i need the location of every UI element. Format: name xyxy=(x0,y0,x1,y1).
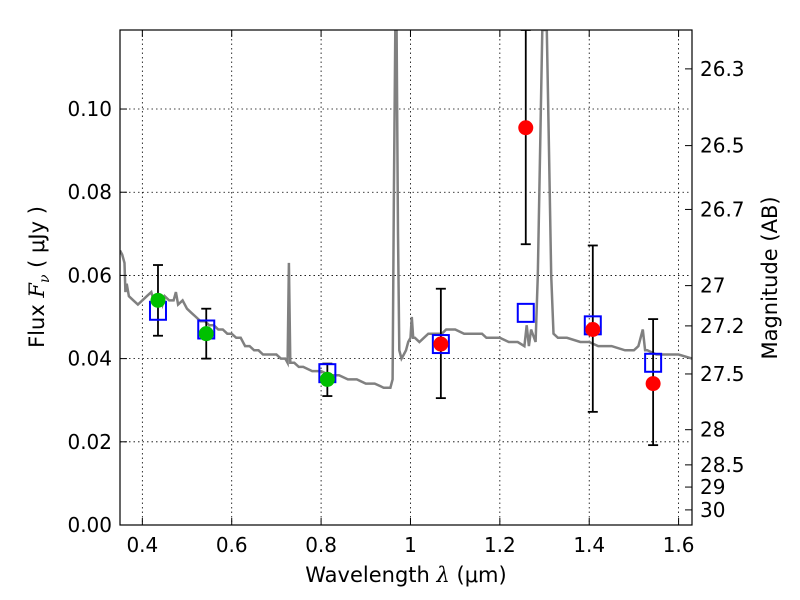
y-tick-label: 0.06 xyxy=(67,263,112,287)
x-tick-label: 0.4 xyxy=(126,533,158,557)
plot-area xyxy=(120,30,692,447)
y2-axis-label: Magnitude (AB) xyxy=(758,196,782,359)
y-tick-label: 0.08 xyxy=(67,180,112,204)
y2-tick-label: 27.2 xyxy=(700,314,745,338)
x-tick-label: 1.6 xyxy=(663,533,695,557)
x-axis-label: Wavelength λ (μm) xyxy=(305,563,506,587)
y2-tick-label: 26.3 xyxy=(700,57,745,81)
axis-ticks: 0.4 0.6 0.8 1 1.2 1.4 1.6 0.00 0.02 0.04 0.06 0.08 0… xyxy=(67,30,745,557)
model-square xyxy=(516,302,535,323)
x-tick-label: 0.6 xyxy=(216,533,248,557)
y2-tick-label: 26.5 xyxy=(700,134,745,158)
y-tick-label: 0.10 xyxy=(67,97,112,121)
data-point xyxy=(150,292,166,308)
y-tick-label: 0.04 xyxy=(67,347,112,371)
plot-frame xyxy=(119,29,693,526)
x-tick-label: 0.8 xyxy=(305,533,337,557)
y-axis-label: Flux Fν ( μJy ) xyxy=(25,206,53,348)
y2-tick-label: 27.5 xyxy=(700,362,745,386)
y2-tick-label: 30 xyxy=(700,498,725,522)
data-point xyxy=(645,376,661,392)
model-square xyxy=(644,352,663,373)
x-tick-label: 1 xyxy=(404,533,417,557)
x-tick-label: 1.2 xyxy=(484,533,516,557)
data-point xyxy=(518,120,534,136)
model-square xyxy=(431,334,450,355)
y2-tick-label: 27 xyxy=(700,274,725,298)
y-tick-label: 0.02 xyxy=(67,430,112,454)
y2-tick-label: 26.7 xyxy=(700,197,745,221)
template-spectrum-line xyxy=(120,30,692,389)
x-tick-label: 1.4 xyxy=(573,533,605,557)
y-tick-label: 0.00 xyxy=(67,513,112,537)
y2-tick-label: 29 xyxy=(700,475,725,499)
y2-tick-label: 28.5 xyxy=(700,453,745,477)
data-point xyxy=(319,371,335,387)
model-squares xyxy=(148,300,663,384)
observed-points xyxy=(150,120,661,392)
data-point xyxy=(585,321,601,337)
data-point xyxy=(198,326,214,342)
data-point xyxy=(433,336,449,352)
y2-tick-label: 28 xyxy=(700,418,725,442)
